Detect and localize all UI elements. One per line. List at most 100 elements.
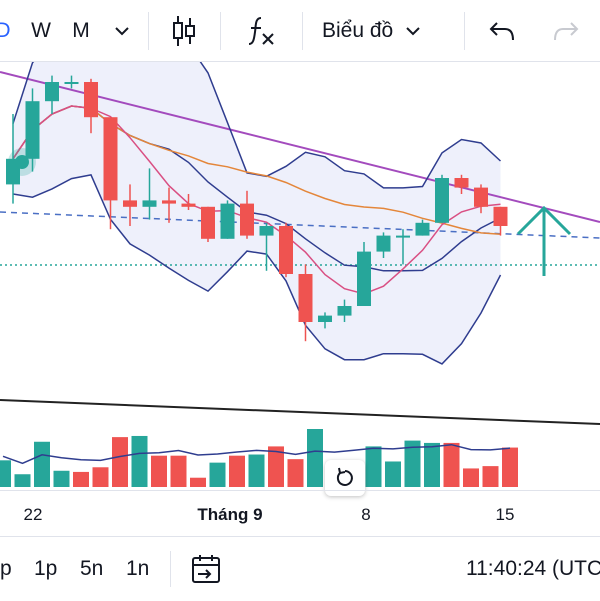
volume-bar [463, 468, 479, 487]
arrow-drawing[interactable] [516, 205, 572, 276]
candle [103, 117, 118, 230]
candle [298, 264, 313, 342]
volume-bar [73, 471, 89, 487]
toolbar-divider [220, 12, 221, 50]
volume-bar [190, 477, 206, 487]
indicators-icon [248, 17, 274, 45]
interval-week-label: W [31, 19, 51, 42]
time-axis-label: Tháng 9 [197, 505, 263, 524]
go-to-date-button[interactable] [190, 537, 222, 601]
volume-bar [229, 455, 245, 487]
undo-icon [489, 22, 514, 41]
candles-icon [173, 16, 195, 46]
interval-month-button[interactable]: M [68, 0, 94, 62]
toolbar-divider [148, 12, 149, 50]
volume-bar [0, 460, 11, 487]
candle [240, 190, 254, 239]
range-1p-button[interactable]: 1p [34, 537, 57, 601]
chart-menu-label: Biểu đồ [322, 19, 394, 42]
range-5n-button[interactable]: 5n [80, 537, 103, 601]
candle [279, 222, 293, 278]
bottom-toolbar: p 1p 5n 1n 11:40:24 (UTC [0, 536, 600, 600]
drawing-anchor-dot[interactable] [8, 148, 36, 176]
range-1n-button[interactable]: 1n [126, 537, 149, 601]
candle [435, 174, 449, 223]
time-axis-label: 15 [495, 505, 515, 524]
candle [201, 206, 215, 242]
volume-bar [443, 442, 460, 487]
candle [162, 187, 176, 223]
bollinger-lower-band [12, 174, 502, 365]
candle [64, 75, 79, 89]
calendar-arrow-icon [192, 555, 220, 583]
interval-day-label: D [0, 19, 11, 42]
volume-bar [502, 447, 518, 487]
volume-bar [131, 435, 148, 487]
indicators-button[interactable] [240, 0, 282, 62]
candle [376, 232, 391, 258]
chevron-down-icon [115, 27, 129, 36]
undo-button[interactable] [484, 0, 520, 62]
trendline-upper[interactable] [0, 71, 600, 223]
candle [220, 200, 235, 239]
interval-week-button[interactable]: W [28, 0, 54, 62]
candle [357, 242, 371, 306]
range-label: 1n [126, 557, 150, 580]
top-toolbar: D W M Biểu đồ [0, 0, 600, 62]
volume-bar [307, 429, 323, 487]
candle [474, 184, 488, 214]
candle [84, 78, 98, 134]
candle [396, 229, 410, 265]
candle [181, 194, 196, 210]
candle [259, 222, 274, 271]
clock-label: 11:40:24 (UTC [466, 557, 600, 580]
interval-month-label: M [72, 19, 90, 42]
candle [45, 75, 59, 114]
interval-menu-button[interactable] [108, 0, 136, 62]
chart-type-button[interactable] [166, 0, 202, 62]
candlesticks [6, 75, 508, 342]
volume-bar [385, 461, 401, 487]
volume-bar [151, 455, 167, 487]
toolbar-divider [464, 12, 465, 50]
volume-bar [112, 437, 128, 487]
chart-pane[interactable] [0, 26, 600, 496]
chevron-down-icon [406, 27, 420, 36]
candle [454, 174, 469, 194]
volume-bar [268, 446, 284, 487]
time-axis-label: 8 [361, 505, 371, 524]
bollinger-band-fill [13, 27, 501, 364]
volume-bar [34, 441, 50, 487]
volume-bar [248, 454, 265, 487]
candle [337, 299, 352, 322]
range-label: 1p [34, 557, 58, 580]
volume-bar [365, 446, 382, 487]
volume-bar [424, 442, 440, 487]
volume-bar [287, 459, 304, 487]
time-axis-label: 22 [23, 505, 43, 524]
chart-menu-button[interactable]: Biểu đồ [322, 0, 446, 62]
volume-bar [404, 440, 421, 487]
reset-icon [336, 467, 353, 486]
volume-bar [482, 466, 499, 487]
time-axis[interactable]: 22 Tháng 9 8 15 [0, 490, 600, 536]
range-label: 5n [80, 557, 104, 580]
candle [123, 184, 137, 226]
toolbar-divider [170, 551, 171, 587]
volume-bar [53, 470, 70, 487]
chart-canvas[interactable] [0, 26, 600, 490]
candle [142, 168, 157, 220]
interval-day-button[interactable]: D [0, 0, 14, 62]
volume-bar [14, 474, 31, 487]
volume-bars [0, 429, 518, 487]
candle [415, 219, 430, 236]
redo-button[interactable] [548, 0, 584, 62]
candle [318, 312, 332, 329]
range-button[interactable]: p [0, 537, 12, 601]
trendline-lower[interactable] [0, 399, 600, 425]
toolbar-divider [302, 12, 303, 50]
timezone-clock[interactable]: 11:40:24 (UTC [466, 537, 600, 601]
volume-bar [92, 467, 109, 487]
candle [493, 206, 508, 236]
volume-moving-average [2, 443, 511, 465]
